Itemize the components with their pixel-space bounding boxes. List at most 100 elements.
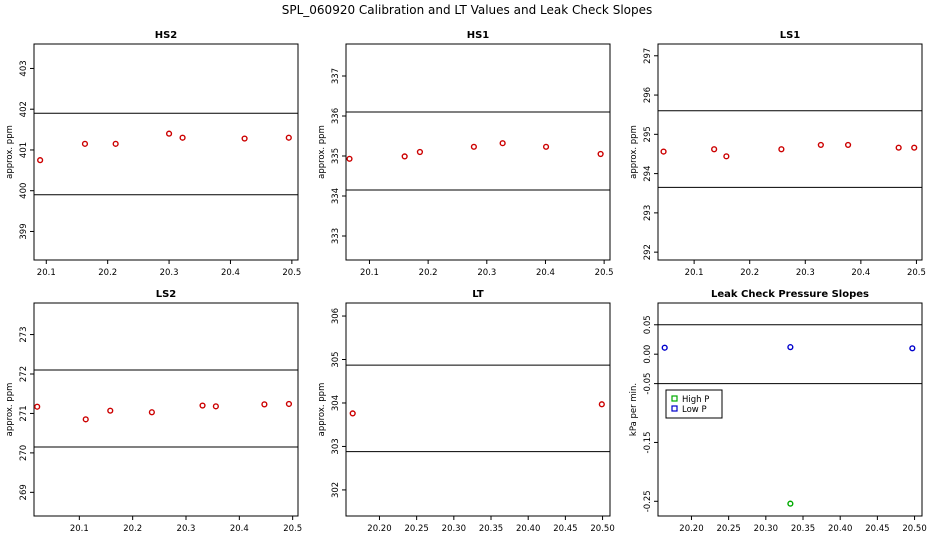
y-tick-label: 336 (331, 108, 341, 124)
panel-title: LS1 (780, 30, 801, 41)
y-tick-label: 292 (643, 244, 653, 260)
x-tick-label: 20.25 (716, 524, 740, 534)
data-point (844, 141, 852, 149)
y-tick-label: 334 (331, 188, 341, 204)
panel-4: LS2 20.1 20.2 20.3 20.4 20.5 269 270 271 272 273 ap… (5, 289, 302, 534)
plot-frame (33, 302, 299, 517)
data-point (179, 134, 186, 141)
panel-3: LS1 20.1 20.2 20.3 20.4 20.5 292 293 294 295 296 29… (629, 30, 926, 278)
figure-title: SPL_060920 Calibration and LT Values and… (282, 3, 653, 17)
x-tick-label: 20.30 (442, 524, 466, 534)
y-tick-label: 303 (331, 438, 341, 454)
legend-label: Low P (682, 405, 707, 415)
legend-box (665, 389, 723, 419)
y-tick-label: 272 (19, 366, 29, 382)
y-tick-label: 304 (331, 395, 341, 411)
y-tick-label: 295 (643, 126, 653, 142)
y-tick-label: 0.00 (643, 345, 653, 364)
plot-frame (657, 43, 923, 261)
x-tick-label: 20.4 (851, 268, 870, 278)
data-point (787, 344, 794, 351)
data-point (723, 153, 730, 160)
data-point (660, 148, 667, 155)
data-point (597, 150, 604, 158)
data-point (37, 157, 44, 164)
data-point (261, 401, 268, 408)
y-axis-label: kPa per min. (629, 383, 639, 436)
y-tick-label: 271 (19, 405, 29, 421)
x-tick-label: 20.3 (796, 268, 815, 278)
y-tick-label: 297 (643, 48, 653, 64)
y-axis-label: approx. ppm (317, 125, 327, 179)
data-point (401, 153, 408, 160)
data-point (895, 144, 902, 151)
x-tick-label: 20.5 (282, 268, 301, 278)
y-tick-label: 302 (331, 482, 341, 498)
y-tick-label: 403 (19, 60, 29, 76)
data-point (165, 130, 173, 137)
y-tick-label: 294 (643, 165, 653, 181)
y-tick-label: 296 (643, 87, 653, 103)
panel-title: LS2 (156, 289, 177, 300)
plot-frame (33, 43, 299, 261)
data-point (212, 403, 219, 410)
panel-1: HS2 20.1 20.2 20.3 20.4 20.5 399 400 401 402 403 ap… (5, 30, 301, 278)
x-tick-label: 20.4 (536, 268, 555, 278)
data-point (911, 144, 918, 151)
x-tick-label: 20.30 (754, 524, 778, 534)
panel-title: Leak Check Pressure Slopes (711, 289, 869, 300)
x-tick-label: 20.1 (70, 524, 89, 534)
y-tick-label: -0.15 (643, 431, 653, 453)
y-tick-label: 402 (19, 101, 29, 117)
x-tick-label: 20.2 (98, 268, 117, 278)
panel-2: HS1 20.1 20.2 20.3 20.4 20.5 333 334 335 336 337 ap… (317, 30, 614, 278)
data-point (81, 140, 89, 147)
data-point (416, 148, 424, 156)
data-point (778, 146, 785, 153)
x-tick-label: 20.45 (553, 524, 577, 534)
x-tick-label: 20.2 (123, 524, 142, 534)
data-point (499, 140, 506, 147)
x-tick-label: 20.3 (177, 524, 196, 534)
x-tick-label: 20.3 (477, 268, 496, 278)
data-point (148, 409, 155, 416)
y-tick-label: 333 (331, 228, 341, 244)
data-point (598, 401, 605, 408)
y-tick-label: 293 (643, 205, 653, 221)
y-tick-label: 337 (331, 68, 341, 84)
data-point (470, 143, 477, 150)
x-tick-label: 20.35 (791, 524, 815, 534)
x-tick-label: 20.40 (828, 524, 852, 534)
data-point (34, 403, 41, 410)
y-tick-label: 270 (19, 445, 29, 461)
data-point (787, 500, 794, 507)
x-tick-label: 20.5 (283, 524, 302, 534)
x-tick-label: 20.4 (221, 268, 240, 278)
x-tick-label: 20.3 (160, 268, 179, 278)
plot-frame (657, 302, 923, 517)
x-tick-label: 20.50 (902, 524, 926, 534)
data-point (542, 143, 550, 150)
x-tick-label: 20.5 (907, 268, 926, 278)
data-point (346, 155, 353, 162)
x-tick-label: 20.20 (367, 524, 391, 534)
y-tick-label: 0.05 (643, 315, 653, 334)
panel-title: HS2 (155, 30, 178, 41)
x-tick-label: 20.40 (516, 524, 540, 534)
panel-title: LT (472, 289, 484, 300)
y-axis-label: approx. ppm (5, 383, 15, 437)
x-tick-label: 20.25 (404, 524, 428, 534)
data-point (285, 400, 293, 408)
x-tick-label: 20.4 (230, 524, 249, 534)
x-tick-label: 20.35 (479, 524, 503, 534)
legend-swatch (671, 405, 678, 412)
y-tick-label: -0.05 (643, 373, 653, 395)
x-tick-label: 20.1 (360, 268, 379, 278)
data-point (817, 141, 824, 149)
x-tick-label: 20.50 (590, 524, 614, 534)
panel-5: LT 20.20 20.25 20.30 20.35 20.40 20.45 20.50 302… (317, 289, 615, 534)
y-tick-label: -0.25 (643, 490, 653, 512)
y-tick-label: 305 (331, 351, 341, 367)
data-point (285, 134, 292, 141)
